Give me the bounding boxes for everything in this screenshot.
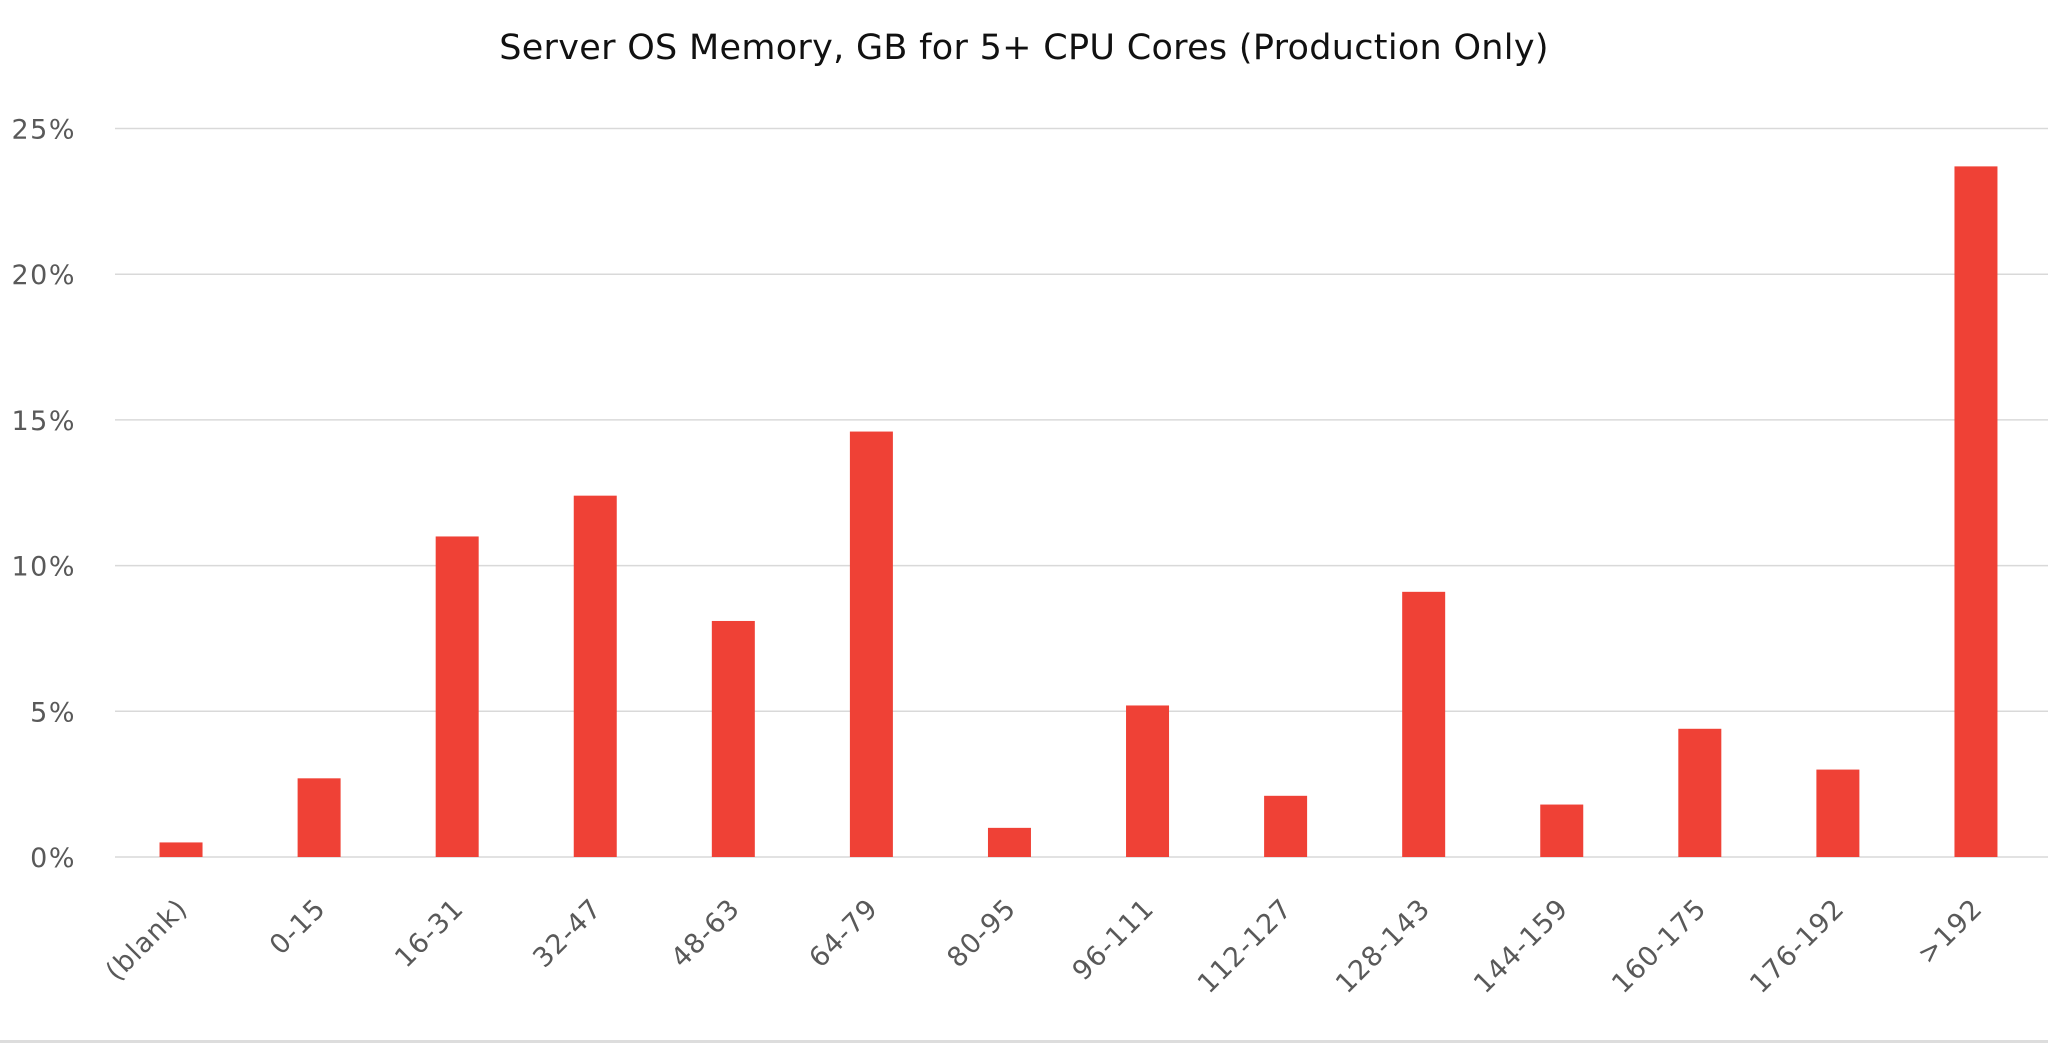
bar (711, 620, 755, 857)
bar (987, 827, 1031, 857)
y-tick-label: 20% (11, 260, 76, 291)
bar (1540, 804, 1584, 857)
x-tick-label: 96-111 (1067, 893, 1161, 987)
bar (1402, 591, 1446, 857)
x-axis: (blank) 0-15 16-31 32-47 48-63 64-79 80-95 96-1… (100, 893, 1989, 1000)
y-tick-label: 25% (11, 115, 76, 146)
bar (297, 778, 341, 857)
x-tick-label: >192 (1912, 893, 1989, 970)
y-tick-label: 0% (30, 843, 76, 874)
bar (1954, 166, 1998, 857)
x-tick-label: 176-192 (1744, 893, 1851, 1000)
x-tick-label: 32-47 (527, 893, 608, 974)
x-tick-label: 160-175 (1606, 893, 1713, 1000)
x-tick-label: 80-95 (941, 893, 1022, 974)
bar (1678, 728, 1722, 857)
y-tick-label: 5% (30, 697, 76, 728)
x-tick-label: (blank) (100, 893, 194, 987)
gridlines (115, 127, 2048, 858)
bar (573, 495, 617, 857)
x-tick-label: 144-159 (1468, 893, 1575, 1000)
x-tick-label: 112-127 (1192, 893, 1299, 1000)
bar (435, 536, 479, 857)
x-tick-label: 16-31 (389, 893, 470, 974)
bar (1126, 705, 1170, 857)
bar (159, 842, 203, 857)
chart-title: Server OS Memory, GB for 5+ CPU Cores (P… (499, 28, 1549, 68)
bar (1816, 769, 1860, 857)
y-tick-label: 15% (11, 406, 76, 437)
y-axis: 0% 5% 10% 15% 20% 25% (11, 115, 76, 875)
bars (159, 166, 1998, 857)
x-tick-label: 0-15 (264, 893, 332, 961)
y-tick-label: 10% (11, 552, 76, 583)
x-tick-label: 64-79 (803, 893, 884, 974)
bar (1264, 795, 1308, 857)
bottom-border (0, 1040, 2048, 1043)
bar (849, 431, 893, 857)
x-tick-label: 128-143 (1330, 893, 1437, 1000)
x-tick-label: 48-63 (665, 893, 746, 974)
